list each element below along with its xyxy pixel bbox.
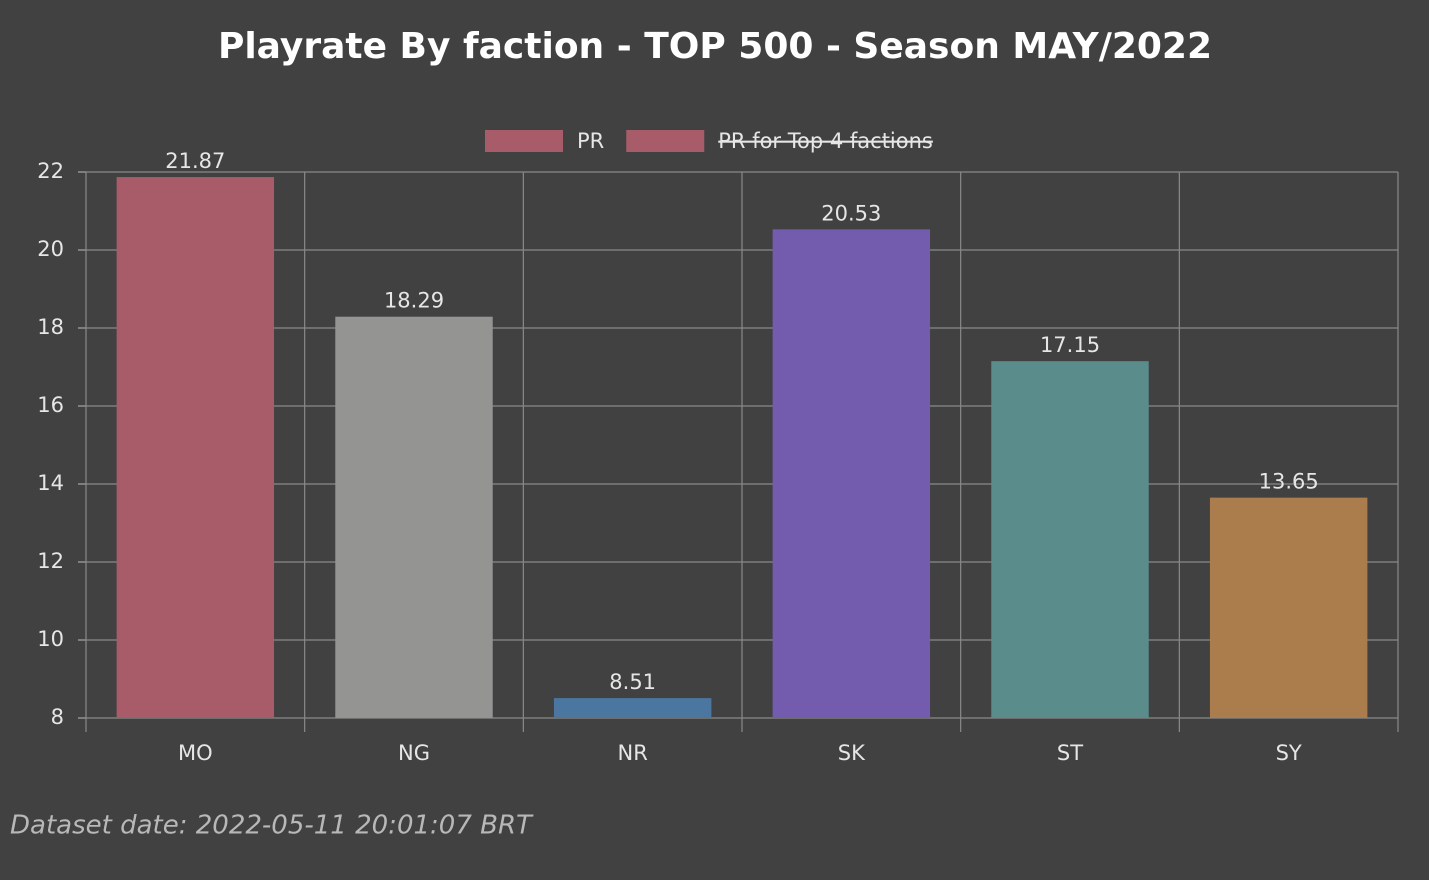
bar bbox=[991, 361, 1149, 718]
data-label: 21.87 bbox=[165, 149, 225, 173]
chart-title: Playrate By faction - TOP 500 - Season M… bbox=[218, 26, 1212, 67]
x-tick-label: SY bbox=[1276, 741, 1302, 765]
y-tick-label: 8 bbox=[51, 705, 64, 729]
data-label: 17.15 bbox=[1040, 333, 1100, 357]
data-label: 18.29 bbox=[384, 289, 444, 313]
y-tick-label: 22 bbox=[37, 159, 64, 183]
y-tick-label: 12 bbox=[37, 549, 64, 573]
y-tick-label: 14 bbox=[37, 471, 64, 495]
legend-label[interactable]: PR bbox=[577, 129, 604, 153]
legend-label[interactable]: PR for Top 4 factions bbox=[718, 129, 933, 153]
y-tick-label: 18 bbox=[37, 315, 64, 339]
x-tick-label: NG bbox=[398, 741, 430, 765]
y-tick-label: 10 bbox=[37, 627, 64, 651]
y-tick-label: 20 bbox=[37, 237, 64, 261]
x-tick-label: ST bbox=[1057, 741, 1083, 765]
x-tick-label: NR bbox=[618, 741, 648, 765]
legend-swatch bbox=[626, 130, 705, 152]
bar bbox=[335, 316, 493, 718]
x-tick-label: MO bbox=[178, 741, 213, 765]
bar bbox=[553, 698, 712, 718]
data-label: 13.65 bbox=[1259, 470, 1319, 494]
footer: Dataset date: 2022-05-11 20:01:07 BRT bbox=[10, 811, 534, 841]
bar bbox=[116, 177, 275, 718]
y-tick-label: 16 bbox=[37, 393, 64, 417]
x-tick-label: SK bbox=[838, 741, 866, 765]
legend-swatch bbox=[485, 130, 563, 152]
data-label: 20.53 bbox=[821, 201, 881, 225]
bar bbox=[772, 229, 931, 718]
data-label: 8.51 bbox=[609, 670, 656, 694]
bar bbox=[1209, 497, 1368, 718]
